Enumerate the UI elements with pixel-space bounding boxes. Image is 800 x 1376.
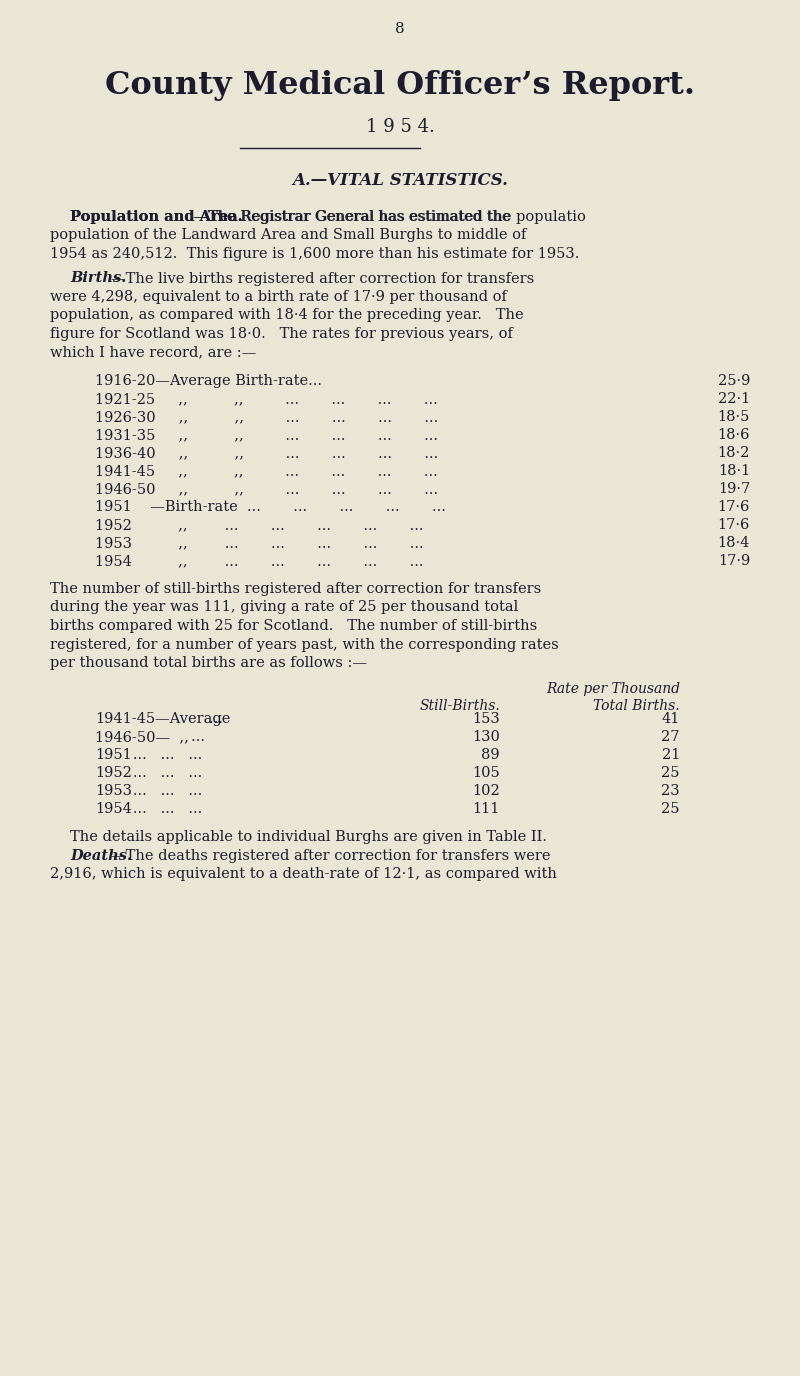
- Text: 18·1: 18·1: [718, 464, 750, 477]
- Text: were 4,298, equivalent to a birth rate of 17·9 per thousand of: were 4,298, equivalent to a birth rate o…: [50, 290, 507, 304]
- Text: 1936-40     ,,          ,,         ...       ...       ...       ...: 1936-40 ,, ,, ... ... ... ...: [95, 446, 447, 460]
- Text: 19·7: 19·7: [718, 482, 750, 495]
- Text: 1916-20—Average Birth-rate...: 1916-20—Average Birth-rate...: [95, 374, 322, 388]
- Text: 1951: 1951: [95, 749, 132, 762]
- Text: figure for Scotland was 18·0.   The rates for previous years, of: figure for Scotland was 18·0. The rates …: [50, 327, 513, 341]
- Text: 153: 153: [472, 713, 500, 727]
- Text: 17·6: 17·6: [718, 499, 750, 515]
- Text: 1 9 5 4.: 1 9 5 4.: [366, 118, 434, 136]
- Text: 18·4: 18·4: [718, 537, 750, 550]
- Text: Births.: Births.: [70, 271, 126, 285]
- Text: —The Registrar General has estimated the: —The Registrar General has estimated the: [193, 211, 510, 224]
- Text: 1951    —Birth-rate  ...       ...       ...       ...       ...: 1951 —Birth-rate ... ... ... ... ...: [95, 499, 455, 515]
- Text: 1952: 1952: [95, 766, 132, 780]
- Text: 21: 21: [662, 749, 680, 762]
- Text: The number of still-births registered after correction for transfers: The number of still-births registered af…: [50, 582, 542, 596]
- Text: Still-Births.: Still-Births.: [419, 699, 500, 713]
- Text: 18·2: 18·2: [718, 446, 750, 460]
- Text: 1953          ,,        ...       ...       ...       ...       ...: 1953 ,, ... ... ... ... ...: [95, 537, 433, 550]
- Text: 1954 as 240,512.  This figure is 1,600 more than his estimate for 1953.: 1954 as 240,512. This figure is 1,600 mo…: [50, 248, 579, 261]
- Text: 8: 8: [395, 22, 405, 36]
- Text: 25: 25: [662, 766, 680, 780]
- Text: 2,916, which is equivalent to a death-rate of 12·1, as compared with: 2,916, which is equivalent to a death-ra…: [50, 867, 557, 881]
- Text: which I have record, are :—: which I have record, are :—: [50, 345, 256, 359]
- Text: ...: ...: [186, 713, 223, 727]
- Text: 18·6: 18·6: [718, 428, 750, 442]
- Text: ...   ...   ...: ... ... ...: [119, 784, 202, 798]
- Text: per thousand total births are as follows :—: per thousand total births are as follows…: [50, 656, 367, 670]
- Text: Deaths.: Deaths.: [70, 849, 132, 863]
- Text: 23: 23: [662, 784, 680, 798]
- Text: 1921-25     ,,          ,,         ...       ...       ...       ...: 1921-25 ,, ,, ... ... ... ...: [95, 392, 447, 406]
- Text: during the year was 111, giving a rate of 25 per thousand total: during the year was 111, giving a rate o…: [50, 600, 518, 615]
- Text: 1952          ,,        ...       ...       ...       ...       ...: 1952 ,, ... ... ... ... ...: [95, 517, 433, 533]
- Text: —The live births registered after correction for transfers: —The live births registered after correc…: [111, 271, 534, 285]
- Text: 89: 89: [482, 749, 500, 762]
- Text: 1926-30     ,,          ,,         ...       ...       ...       ...: 1926-30 ,, ,, ... ... ... ...: [95, 410, 447, 424]
- Text: population, as compared with 18·4 for the preceding year.   The: population, as compared with 18·4 for th…: [50, 308, 524, 322]
- Text: registered, for a number of years past, with the corresponding rates: registered, for a number of years past, …: [50, 637, 558, 651]
- Text: A.—VITAL STATISTICS.: A.—VITAL STATISTICS.: [292, 172, 508, 189]
- Text: 17·9: 17·9: [718, 555, 750, 568]
- Text: ...: ...: [168, 731, 205, 744]
- Text: 25·9: 25·9: [718, 374, 750, 388]
- Text: 1941-45     ,,          ,,         ...       ...       ...       ...: 1941-45 ,, ,, ... ... ... ...: [95, 464, 447, 477]
- Text: Rate per Thousand: Rate per Thousand: [546, 682, 680, 696]
- Text: births compared with 25 for Scotland.   The number of still-births: births compared with 25 for Scotland. Th…: [50, 619, 538, 633]
- Text: 1954: 1954: [95, 802, 132, 816]
- Text: 41: 41: [662, 713, 680, 727]
- Text: 22·1: 22·1: [718, 392, 750, 406]
- Text: Total Births.: Total Births.: [594, 699, 680, 713]
- Text: ...   ...   ...: ... ... ...: [119, 766, 202, 780]
- Text: 27: 27: [662, 731, 680, 744]
- Text: —The Registrar General has estimated the populatio: —The Registrar General has estimated the…: [194, 211, 586, 224]
- Text: 130: 130: [472, 731, 500, 744]
- Text: ...   ...   ...: ... ... ...: [119, 749, 202, 762]
- Text: 111: 111: [473, 802, 500, 816]
- Text: 105: 105: [472, 766, 500, 780]
- Text: —The deaths registered after correction for transfers were: —The deaths registered after correction …: [111, 849, 550, 863]
- Text: 1954          ,,        ...       ...       ...       ...       ...: 1954 ,, ... ... ... ... ...: [95, 555, 433, 568]
- Text: 1931-35     ,,          ,,         ...       ...       ...       ...: 1931-35 ,, ,, ... ... ... ...: [95, 428, 447, 442]
- Text: 1946-50—  ,,: 1946-50— ,,: [95, 731, 189, 744]
- Text: ...   ...   ...: ... ... ...: [119, 802, 202, 816]
- Text: County Medical Officer’s Report.: County Medical Officer’s Report.: [105, 70, 695, 100]
- Text: population of the Landward Area and Small Burghs to middle of: population of the Landward Area and Smal…: [50, 228, 526, 242]
- Text: 18·5: 18·5: [718, 410, 750, 424]
- Text: Population and Area.: Population and Area.: [70, 211, 242, 224]
- Text: 17·6: 17·6: [718, 517, 750, 533]
- Text: 25: 25: [662, 802, 680, 816]
- Text: 1946-50     ,,          ,,         ...       ...       ...       ...: 1946-50 ,, ,, ... ... ... ...: [95, 482, 447, 495]
- Text: 1953: 1953: [95, 784, 132, 798]
- Text: The details applicable to individual Burghs are given in Table II.: The details applicable to individual Bur…: [70, 830, 547, 843]
- Text: 102: 102: [472, 784, 500, 798]
- Text: Population and Area.: Population and Area.: [70, 211, 242, 224]
- Text: 1941-45—Average: 1941-45—Average: [95, 713, 230, 727]
